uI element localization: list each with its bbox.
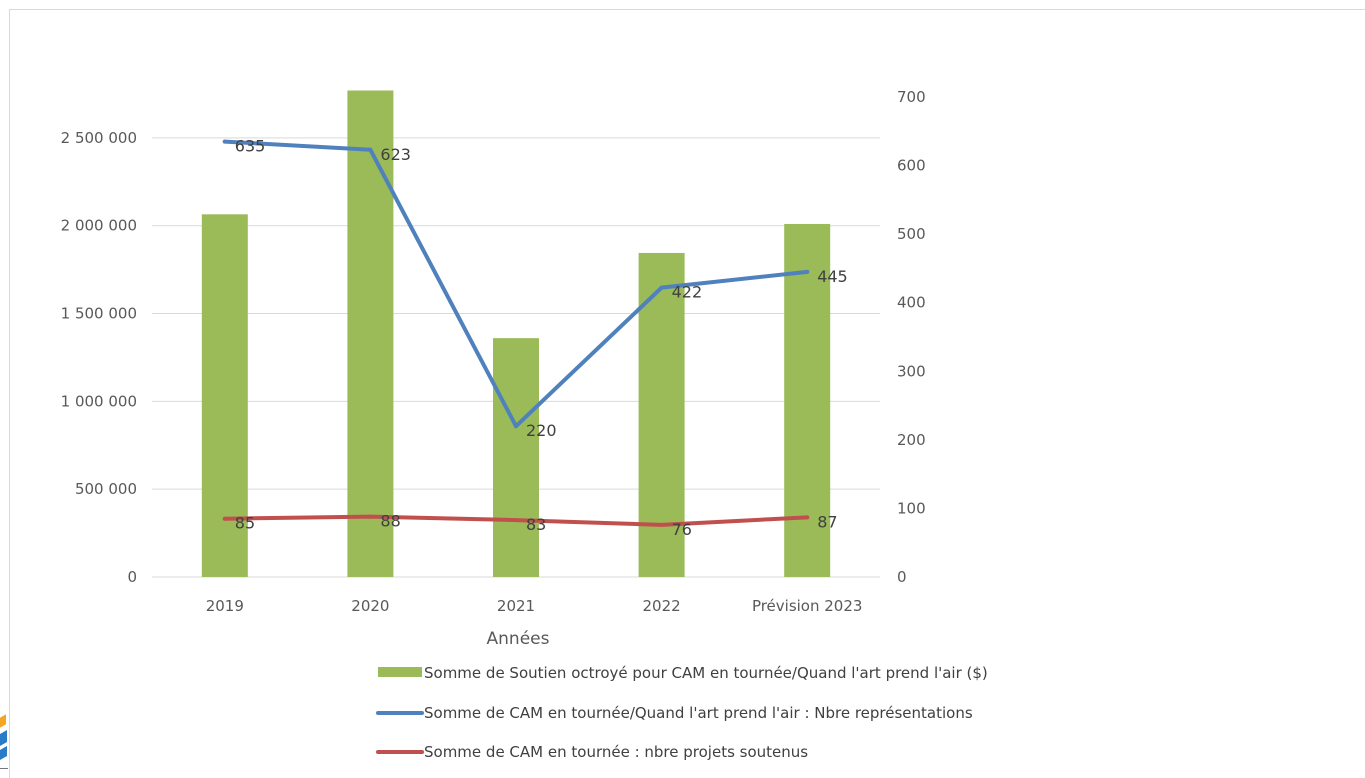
data-label: 623 [380, 145, 411, 164]
line-series [222, 139, 810, 527]
data-label: 88 [380, 512, 400, 531]
bar-series [201, 90, 831, 578]
legend-entry-label: Somme de Soutien octroyé pour CAM en tou… [424, 664, 988, 682]
bar [347, 90, 394, 577]
y-tick-label: 0 [127, 568, 137, 586]
line-point [368, 147, 373, 152]
logo-fragment [0, 712, 8, 778]
line-point [514, 518, 518, 523]
line-point [805, 515, 810, 520]
y-axis-right: 0 100 200 300 400 500 600 700 [897, 88, 926, 586]
x-tick-label: 2019 [206, 597, 244, 615]
x-axis-title: Années [487, 629, 550, 649]
x-axis: 2019 2020 2021 2022 Prévision 2023 [206, 597, 863, 615]
data-label: 87 [817, 512, 837, 531]
y-tick-label: 2 000 000 [61, 217, 137, 235]
y-tick-label: 1 500 000 [61, 305, 137, 323]
y2-tick-label: 300 [897, 362, 926, 380]
legend: Somme de Soutien octroyé pour CAM en tou… [376, 664, 988, 761]
data-label: 445 [817, 267, 848, 286]
y2-tick-label: 500 [897, 225, 926, 243]
line-point [805, 269, 810, 274]
line-point [659, 285, 664, 290]
data-label: 76 [672, 520, 692, 539]
bar [493, 338, 539, 577]
data-label: 635 [235, 137, 266, 156]
y2-tick-label: 200 [897, 431, 926, 449]
legend-swatch-bar [378, 667, 422, 677]
y-axis-left: 0 500 000 1 000 000 1 500 000 2 000 000 2 500… [61, 129, 137, 586]
y-tick-label: 2 500 000 [61, 129, 137, 147]
data-label: 422 [672, 283, 703, 302]
x-tick-label: Prévision 2023 [752, 597, 863, 615]
x-tick-label: 2022 [643, 597, 681, 615]
x-tick-label: 2020 [351, 597, 389, 615]
y-tick-label: 500 000 [75, 480, 137, 498]
data-label: 83 [526, 515, 546, 534]
legend-entry-label: Somme de CAM en tournée : nbre projets s… [424, 743, 808, 761]
line-point [659, 522, 664, 527]
y-tick-label: 1 000 000 [61, 392, 137, 410]
y2-tick-label: 600 [897, 157, 926, 175]
line-point [368, 514, 373, 519]
data-label: 85 [235, 514, 255, 533]
y2-tick-label: 700 [897, 88, 926, 106]
line-point [222, 139, 227, 144]
chart-frame [9, 9, 1365, 778]
y2-tick-label: 400 [897, 294, 926, 312]
line-point [222, 516, 227, 521]
legend-entry-label: Somme de CAM en tournée/Quand l'art pren… [424, 704, 973, 722]
line-point [514, 424, 518, 429]
data-labels: 635 623 220 422 445 85 88 83 76 87 [235, 137, 848, 539]
data-label: 220 [526, 421, 557, 440]
x-tick-label: 2021 [497, 597, 535, 615]
y2-tick-label: 100 [897, 499, 926, 517]
y2-tick-label: 0 [897, 568, 907, 586]
